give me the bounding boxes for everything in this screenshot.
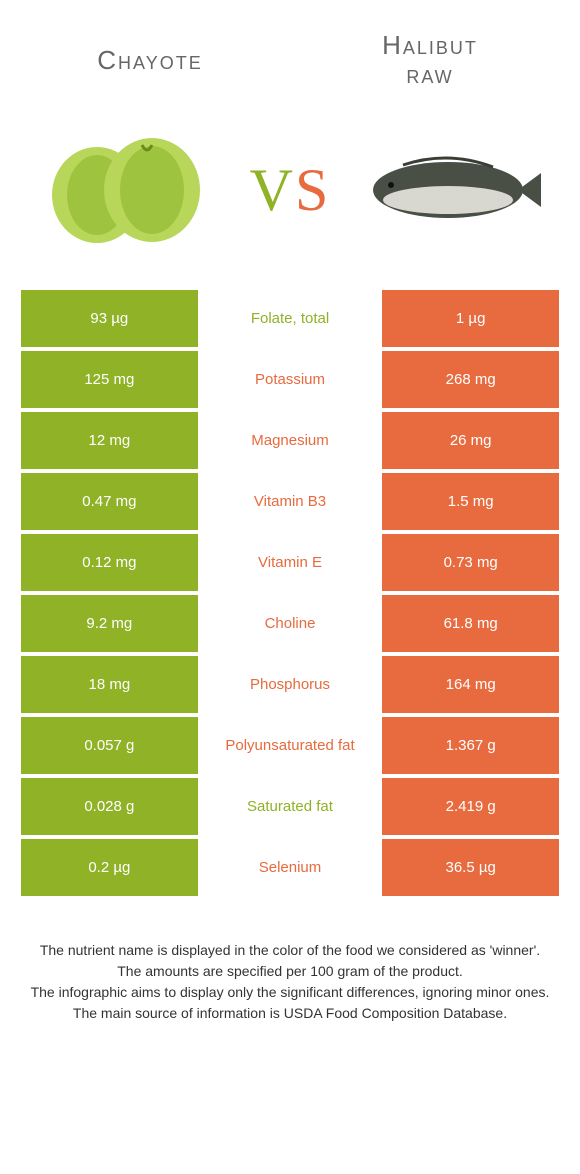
right-value: 164 mg [382,656,559,713]
table-row: 0.2 µgSelenium36.5 µg [21,839,559,896]
left-value: 18 mg [21,656,198,713]
left-value: 0.057 g [21,717,198,774]
nutrient-label: Vitamin B3 [202,473,379,530]
nutrient-label: Folate, total [202,290,379,347]
footer-line1: The nutrient name is displayed in the co… [30,940,550,961]
nutrient-label: Polyunsaturated fat [202,717,379,774]
table-row: 0.057 gPolyunsaturated fat1.367 g [21,717,559,774]
right-food-title-line1: Halibut [382,30,478,60]
vs-label: VS [250,156,331,225]
halibut-image [363,125,543,255]
nutrient-table: 93 µgFolate, total1 µg125 mgPotassium268… [21,290,559,896]
nutrient-label: Phosphorus [202,656,379,713]
table-row: 0.12 mgVitamin E0.73 mg [21,534,559,591]
table-row: 0.47 mgVitamin B31.5 mg [21,473,559,530]
vs-s: S [295,157,330,223]
left-value: 93 µg [21,290,198,347]
table-row: 125 mgPotassium268 mg [21,351,559,408]
footer-notes: The nutrient name is displayed in the co… [0,900,580,1044]
nutrient-label: Saturated fat [202,778,379,835]
chayote-icon [42,130,212,250]
right-value: 268 mg [382,351,559,408]
right-value: 1.5 mg [382,473,559,530]
halibut-icon [363,145,543,235]
footer-line3: The infographic aims to display only the… [30,982,550,1003]
table-row: 9.2 mgCholine61.8 mg [21,595,559,652]
nutrient-label: Choline [202,595,379,652]
left-value: 9.2 mg [21,595,198,652]
nutrient-label: Magnesium [202,412,379,469]
nutrient-label: Selenium [202,839,379,896]
right-value: 26 mg [382,412,559,469]
table-row: 0.028 gSaturated fat2.419 g [21,778,559,835]
compare-row: VS [0,110,580,290]
footer-line2: The amounts are specified per 100 gram o… [30,961,550,982]
left-value: 0.028 g [21,778,198,835]
right-value: 2.419 g [382,778,559,835]
vs-v: V [250,157,295,223]
header: Chayote Halibut raw [0,0,580,110]
table-row: 12 mgMagnesium26 mg [21,412,559,469]
left-value: 0.12 mg [21,534,198,591]
left-value: 125 mg [21,351,198,408]
table-row: 93 µgFolate, total1 µg [21,290,559,347]
left-value: 0.47 mg [21,473,198,530]
chayote-image [37,125,217,255]
table-row: 18 mgPhosphorus164 mg [21,656,559,713]
right-value: 0.73 mg [382,534,559,591]
right-value: 1.367 g [382,717,559,774]
right-value: 1 µg [382,290,559,347]
left-value: 0.2 µg [21,839,198,896]
nutrient-label: Vitamin E [202,534,379,591]
right-food-title-line2: raw [406,59,453,89]
right-value: 36.5 µg [382,839,559,896]
right-food-title: Halibut raw [304,31,556,88]
left-value: 12 mg [21,412,198,469]
nutrient-label: Potassium [202,351,379,408]
right-value: 61.8 mg [382,595,559,652]
left-food-title: Chayote [24,46,276,75]
footer-line4: The main source of information is USDA F… [30,1003,550,1024]
